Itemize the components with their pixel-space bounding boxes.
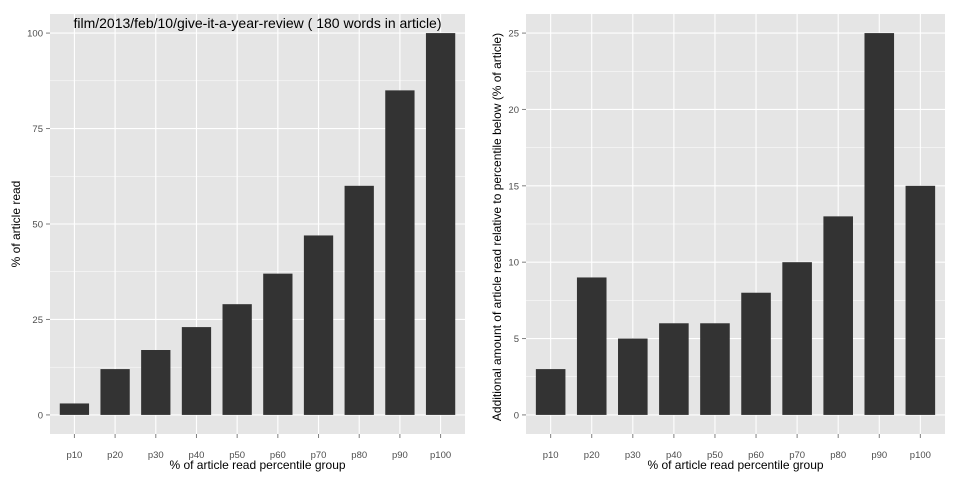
x-axis-title: % of article read percentile group — [169, 458, 345, 472]
x-tick-label: p100 — [910, 450, 931, 461]
bar-p20 — [100, 369, 130, 415]
x-tick-label: p60 — [748, 450, 764, 461]
x-tick-label: p70 — [789, 450, 805, 461]
x-tick-label: p80 — [830, 450, 846, 461]
chart-title: film/2013/feb/10/give-it-a-year-review (… — [73, 15, 441, 31]
bar-p50 — [222, 304, 252, 415]
bar-p10 — [535, 369, 566, 415]
y-tick-label: 75 — [32, 124, 43, 135]
x-tick-label: p40 — [666, 450, 682, 461]
bar-p30 — [141, 350, 171, 415]
bar-p80 — [823, 216, 853, 415]
bar-p60 — [741, 292, 771, 415]
y-tick-label: 10 — [508, 258, 519, 269]
x-tick-label: p50 — [707, 450, 723, 461]
bar-p70 — [303, 235, 334, 415]
bar-p40 — [659, 323, 689, 415]
x-tick-label: p30 — [148, 450, 164, 461]
bar-p40 — [181, 327, 212, 415]
bar-p50 — [700, 323, 730, 415]
x-tick-label: p40 — [189, 450, 205, 461]
y-tick-label: 50 — [32, 220, 43, 231]
x-axis-title: % of article read percentile group — [647, 458, 823, 472]
x-tick-label: p100 — [430, 450, 451, 461]
y-tick-label: 0 — [514, 410, 519, 421]
y-tick-label: 15 — [508, 181, 519, 192]
bar-p90 — [385, 90, 415, 415]
x-tick-label: p10 — [66, 450, 82, 461]
x-tick-label: p10 — [543, 450, 559, 461]
y-tick-label: 0 — [38, 410, 43, 421]
x-tick-label: p30 — [625, 450, 641, 461]
x-tick-label: p80 — [351, 450, 367, 461]
bar-p70 — [782, 262, 812, 415]
y-tick-label: 5 — [514, 334, 519, 345]
y-axis-title: % of article read — [9, 181, 23, 268]
bar-p60 — [263, 273, 293, 415]
y-tick-label: 25 — [32, 315, 43, 326]
x-tick-label: p90 — [392, 450, 408, 461]
x-tick-label: p70 — [311, 450, 327, 461]
bar-p100 — [425, 33, 456, 415]
x-tick-label: p20 — [584, 450, 600, 461]
bar-p80 — [344, 185, 374, 415]
x-tick-label: p60 — [270, 450, 286, 461]
bar-p10 — [59, 403, 90, 415]
chart-additional-read: 0 5 10 15 20 25 p10 p20 p30 p40 p50 p60 p70 p80 p90 p1… — [490, 14, 945, 472]
bar-p90 — [864, 33, 895, 415]
chart-percent-read: 0 25 50 75 100 p10 p20 p30 p40 p50 p60 p70 p80 p90 p1… — [9, 14, 465, 472]
y-axis-title: Additional amount of article read relati… — [490, 33, 504, 421]
bar-p30 — [618, 338, 648, 415]
y-tick-label: 20 — [508, 105, 519, 116]
x-tick-label: p90 — [871, 450, 887, 461]
bar-p100 — [905, 185, 936, 415]
bar-p20 — [576, 277, 607, 415]
y-tick-label: 25 — [508, 29, 519, 40]
x-tick-label: p50 — [229, 450, 245, 461]
y-tick-label: 100 — [27, 29, 43, 40]
x-tick-label: p20 — [107, 450, 123, 461]
